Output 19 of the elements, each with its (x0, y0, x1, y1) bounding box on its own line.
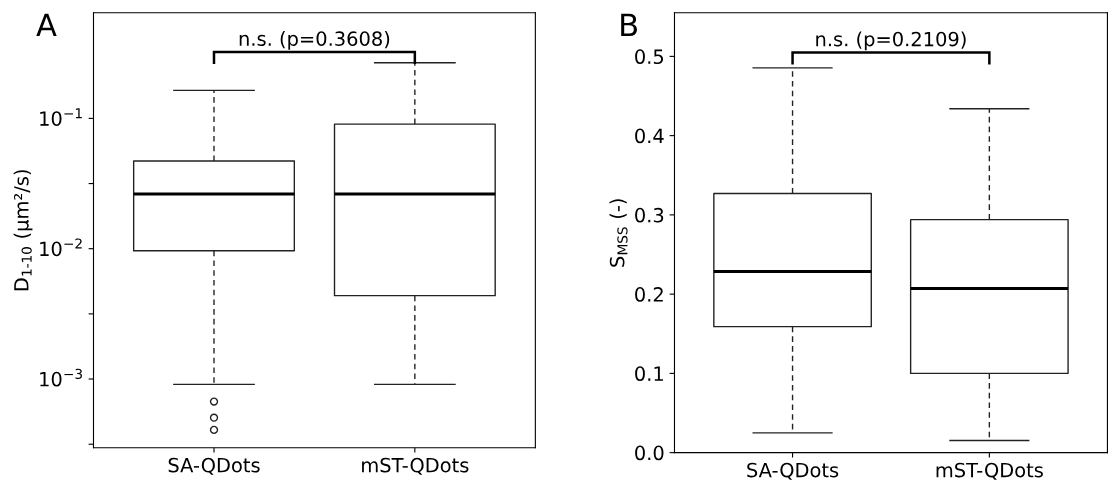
x-tick-label: SA-QDots (747, 462, 839, 480)
y-tick-label: 0.1 (635, 366, 663, 382)
annotation: n.s. (p=0.3608) (239, 30, 390, 50)
y-axis-title: S$_{MSS}$ (-) (609, 199, 628, 267)
annotation: n.s. (p=0.2109) (816, 31, 966, 51)
y-tick-label: 10$^{−2}$ (40, 238, 82, 257)
x-tick-label: mST-QDots (362, 457, 469, 475)
x-tick-label: SA-QDots (168, 457, 260, 475)
text: A (36, 13, 57, 37)
y-tick-label: 10$^{−3}$ (40, 368, 82, 387)
y-tick-label: 0.2 (635, 287, 663, 302)
y-tick-label: 0.0 (635, 445, 664, 461)
y-tick-label: 0.4 (635, 128, 664, 144)
y-axis-title: D$_{1-10}$ (μm²/s) (13, 170, 33, 291)
y-tick-label: 10$^{−1}$ (40, 108, 82, 126)
text: B (621, 13, 637, 37)
y-tick-label: 0.5 (635, 49, 664, 65)
y-tick-label: 0.3 (635, 207, 664, 223)
x-tick-label: mST-QDots (936, 462, 1043, 480)
